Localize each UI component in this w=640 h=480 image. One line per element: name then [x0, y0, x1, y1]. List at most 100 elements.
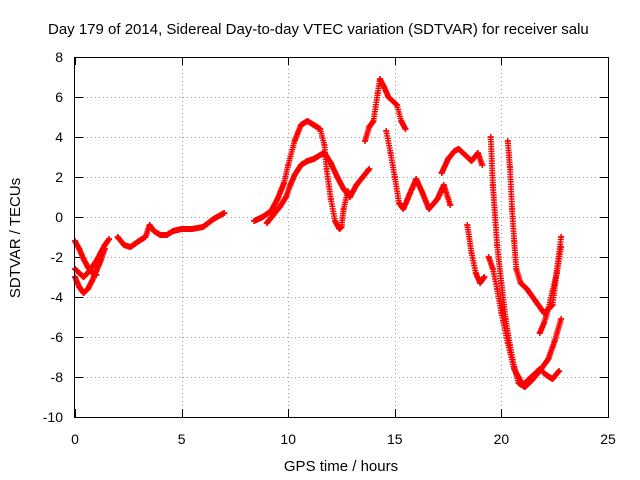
data-point: [321, 150, 328, 156]
data-point: [413, 176, 420, 182]
data-point: [434, 196, 441, 202]
data-point: [519, 382, 526, 388]
data-point: [402, 126, 409, 132]
data-point: [327, 160, 334, 166]
x-axis-label: GPS time / hours: [284, 458, 398, 475]
data-point: [543, 372, 550, 378]
data-point: [468, 250, 475, 256]
data-point: [536, 330, 543, 336]
data-marks: [485, 254, 562, 388]
data-point: [170, 228, 177, 234]
data-point: [551, 338, 558, 344]
grid-lines: [75, 57, 608, 417]
data-point: [506, 164, 513, 170]
data-point: [419, 190, 426, 196]
data-point: [504, 138, 511, 144]
series-afternoon-drop: [383, 128, 454, 212]
data-point: [340, 186, 347, 192]
y-tick-label: -4: [51, 289, 64, 305]
data-point: [513, 266, 520, 272]
data-point: [157, 232, 164, 238]
data-point: [97, 258, 104, 264]
x-tick-label: 15: [387, 431, 403, 447]
data-point: [93, 272, 100, 278]
data-point: [387, 150, 394, 156]
data-point: [163, 232, 170, 238]
data-point: [310, 122, 317, 128]
data-point: [340, 206, 347, 212]
y-tick-label: -8: [51, 369, 64, 385]
series-midday-lower: [263, 150, 373, 226]
data-point: [291, 138, 298, 144]
data-point: [545, 356, 552, 362]
data-point: [498, 280, 505, 286]
data-point: [323, 166, 330, 172]
data-point: [361, 138, 368, 144]
plot-frame: [74, 57, 609, 418]
y-axis-label: SDTVAR / TECUs: [7, 178, 24, 298]
y-tick-label: 2: [55, 169, 63, 185]
y-tick-label: -10: [43, 409, 63, 425]
y-tick-label: 0: [55, 209, 63, 225]
data-point: [259, 214, 266, 220]
data-point: [447, 202, 454, 208]
data-point: [150, 228, 157, 234]
data-point: [494, 286, 501, 292]
data-point: [528, 374, 535, 380]
data-point: [210, 216, 217, 222]
series-late-falling: [487, 134, 565, 390]
data-point: [146, 222, 153, 228]
data-point: [106, 236, 113, 242]
data-point: [89, 278, 96, 284]
data-point: [317, 152, 324, 158]
data-point: [517, 280, 524, 286]
data-point: [178, 226, 185, 232]
data-point: [142, 234, 149, 240]
data-point: [189, 226, 196, 232]
data-marks: [114, 210, 228, 250]
data-point: [485, 254, 492, 260]
data-point: [304, 118, 311, 124]
data-point: [489, 266, 496, 272]
axis-ticks: 0 5 10 15 20 25 -10 -8 -6 -4 -2 0 2 4 6 8: [43, 49, 616, 447]
data-point: [489, 182, 496, 188]
data-point: [553, 270, 560, 276]
data-point: [545, 306, 552, 312]
data-point: [481, 274, 488, 280]
data-point: [283, 194, 290, 200]
data-point: [455, 146, 462, 152]
data-point: [297, 122, 304, 128]
data-point: [523, 286, 530, 292]
data-point: [376, 76, 383, 82]
data-point: [317, 126, 324, 132]
data-point: [280, 180, 287, 186]
series-midday-upper: [251, 118, 351, 232]
data-point: [511, 238, 518, 244]
data-point: [84, 286, 91, 292]
data-point: [251, 218, 258, 224]
data-point: [274, 196, 281, 202]
x-tick-label: 25: [600, 431, 616, 447]
data-point: [338, 224, 345, 230]
data-point: [135, 238, 142, 244]
data-point: [541, 320, 548, 326]
series-evening-b: [464, 222, 488, 286]
data-point: [89, 270, 96, 276]
data-point: [76, 270, 83, 276]
data-point: [359, 174, 366, 180]
data-point: [498, 310, 505, 316]
series-morning: [114, 210, 228, 250]
series-evening-a: [438, 146, 486, 176]
data-point: [404, 196, 411, 202]
data-point: [398, 118, 405, 124]
data-point: [114, 234, 121, 240]
data-point: [347, 194, 354, 200]
data-point: [440, 182, 447, 188]
data-point: [121, 242, 128, 248]
data-point: [479, 162, 486, 168]
data-point: [291, 172, 298, 178]
data-point: [80, 256, 87, 262]
data-point: [468, 158, 475, 164]
data-point: [276, 204, 283, 210]
data-point: [353, 182, 360, 188]
